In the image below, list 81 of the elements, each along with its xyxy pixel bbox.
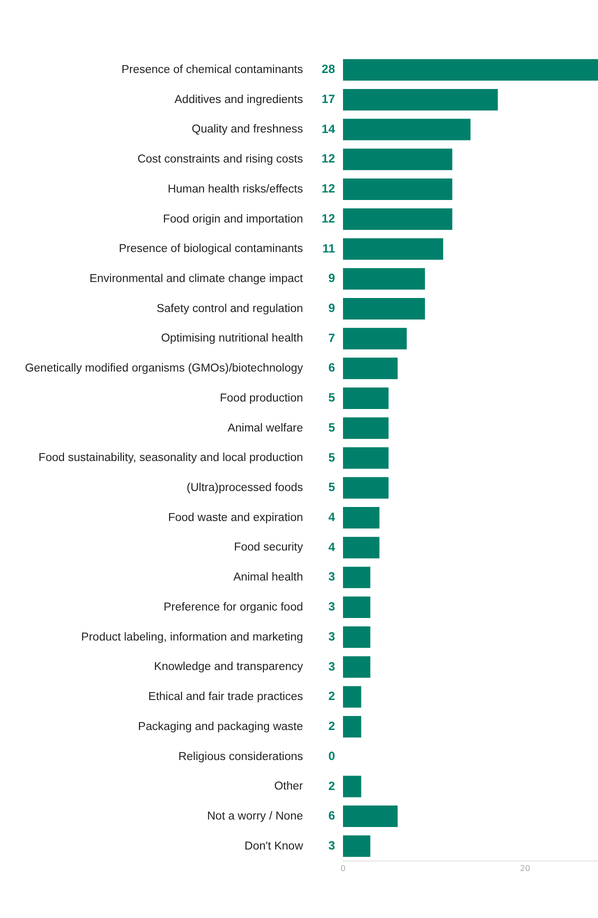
data-label: 12 xyxy=(322,152,336,166)
data-label: 9 xyxy=(328,301,336,316)
data-label: 5 xyxy=(328,390,336,405)
data-label: 3 xyxy=(328,600,336,614)
bar xyxy=(343,328,407,350)
data-label: 3 xyxy=(328,838,336,852)
data-label: 14 xyxy=(322,122,336,136)
y-tick-label: Human health risks/effects xyxy=(168,183,304,196)
data-label: 6 xyxy=(328,808,336,823)
y-tick-label: Other xyxy=(274,780,304,793)
bar xyxy=(343,298,425,320)
bar xyxy=(343,388,389,410)
y-tick-label: Knowledge and transparency xyxy=(154,661,304,674)
data-label: 11 xyxy=(322,241,336,256)
bar xyxy=(343,208,452,230)
bar xyxy=(343,686,362,708)
y-tick-label: Food sustainability, seasonality and local production xyxy=(38,452,303,464)
data-label: 2 xyxy=(328,778,336,793)
data-label: 12 xyxy=(322,182,336,196)
y-tick-label: Animal health xyxy=(233,572,303,584)
bar xyxy=(343,716,362,738)
bar xyxy=(343,626,370,648)
y-tick-label: Preference for organic food xyxy=(164,601,303,614)
data-label: 5 xyxy=(328,420,336,434)
bar xyxy=(343,358,398,380)
bar xyxy=(343,88,498,110)
bar xyxy=(343,506,380,528)
y-tick-label: Environmental and climate change impact xyxy=(89,273,304,286)
y-tick-label: Quality and freshness xyxy=(192,124,304,136)
bar xyxy=(343,118,470,140)
y-tick-label: (Ultra)processed foods xyxy=(186,482,304,494)
data-label: 9 xyxy=(328,271,336,286)
y-tick-label: Religious considerations xyxy=(178,750,304,763)
y-tick-label: Ethical and fair trade practices xyxy=(148,691,304,704)
data-label: 17 xyxy=(322,92,336,106)
y-tick-label: Presence of chemical contaminants xyxy=(121,64,304,76)
data-label: 2 xyxy=(328,719,336,734)
y-tick-label: Safety control and regulation xyxy=(156,302,303,315)
bar xyxy=(343,148,452,170)
bar xyxy=(343,447,389,469)
bar xyxy=(343,268,425,290)
bar xyxy=(343,656,370,678)
bar xyxy=(343,178,452,200)
data-label: 0 xyxy=(328,748,336,763)
bar xyxy=(343,806,398,828)
y-tick-label: Cost constraints and rising costs xyxy=(137,154,304,166)
data-label: 3 xyxy=(328,570,336,584)
y-tick-label: Don't Know xyxy=(244,840,304,852)
data-label: 7 xyxy=(328,330,336,345)
y-tick-label: Food origin and importation xyxy=(163,213,303,226)
data-label: 5 xyxy=(328,450,336,464)
data-label: 5 xyxy=(328,480,336,494)
bar xyxy=(343,566,370,588)
y-tick-label: Additives and ingredients xyxy=(174,94,304,106)
bar xyxy=(343,477,389,499)
data-label: 3 xyxy=(328,629,336,644)
data-label: 28 xyxy=(322,62,336,76)
y-tick-label: Food security xyxy=(234,542,304,554)
data-label: 4 xyxy=(328,540,336,554)
y-tick-label: Product labeling, information and marketing xyxy=(81,631,303,644)
y-tick-label: Packaging and packaging waste xyxy=(138,720,303,733)
bar xyxy=(343,417,389,439)
y-tick-label: Not a worry / None xyxy=(207,810,303,822)
x-tick-label: 20 xyxy=(520,864,530,873)
bar xyxy=(343,835,370,857)
bar xyxy=(343,59,598,81)
data-label: 4 xyxy=(328,510,336,524)
bar xyxy=(343,238,444,260)
bar xyxy=(343,776,362,798)
data-label: 3 xyxy=(328,659,336,674)
bar xyxy=(343,536,380,558)
y-tick-label: Genetically modified organisms (GMOs)/biotechnology xyxy=(24,362,304,375)
bar xyxy=(343,596,370,618)
data-label: 2 xyxy=(328,689,336,704)
y-tick-label: Optimising nutritional health xyxy=(161,332,303,345)
y-tick-label: Animal welfare xyxy=(228,422,303,434)
data-label: 6 xyxy=(328,360,336,375)
data-label: 12 xyxy=(322,211,336,226)
y-tick-label: Food waste and expiration xyxy=(168,512,303,524)
y-tick-label: Presence of biological contaminants xyxy=(118,243,304,256)
y-tick-label: Food production xyxy=(220,392,303,404)
